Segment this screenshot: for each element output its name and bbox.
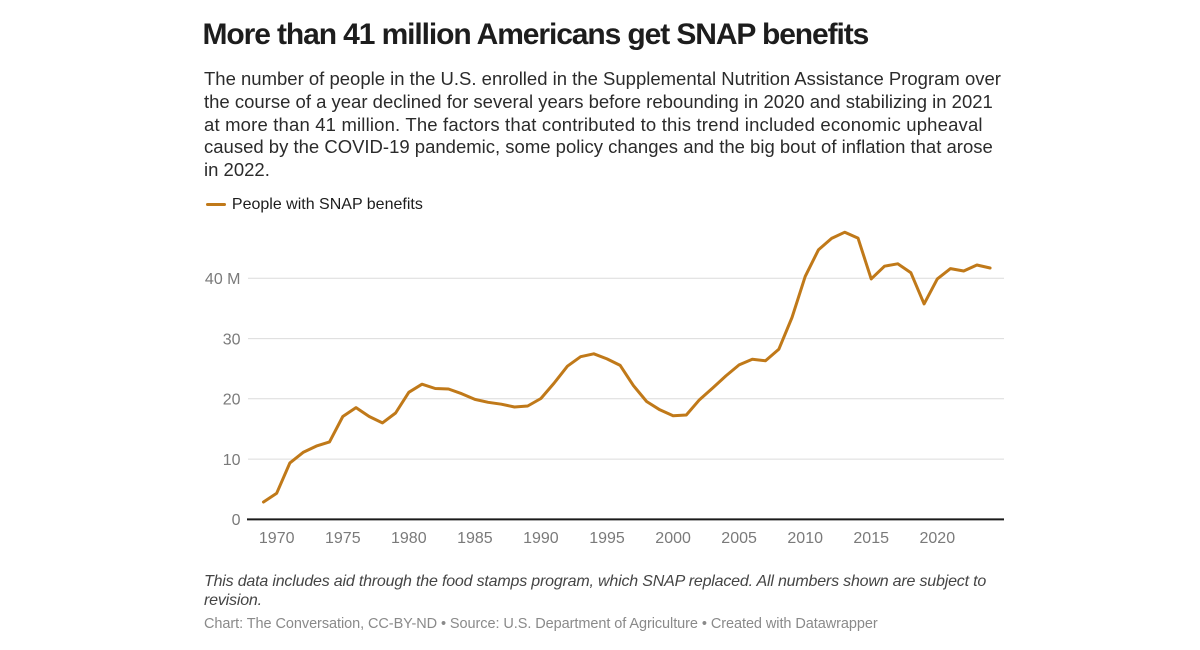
svg-text:30: 30 — [223, 331, 241, 348]
svg-text:1995: 1995 — [589, 530, 625, 547]
svg-text:1970: 1970 — [259, 530, 295, 547]
svg-text:2005: 2005 — [721, 530, 757, 547]
svg-text:2000: 2000 — [655, 530, 691, 547]
svg-text:10: 10 — [223, 452, 241, 469]
svg-text:2015: 2015 — [853, 530, 889, 547]
svg-text:1985: 1985 — [457, 530, 493, 547]
svg-text:1980: 1980 — [391, 530, 427, 547]
svg-text:40 M: 40 M — [205, 271, 241, 288]
svg-text:1990: 1990 — [523, 530, 559, 547]
svg-text:20: 20 — [223, 392, 241, 409]
svg-text:2020: 2020 — [920, 530, 956, 547]
svg-text:0: 0 — [232, 512, 241, 529]
svg-text:2010: 2010 — [787, 530, 823, 547]
svg-text:1975: 1975 — [325, 530, 361, 547]
